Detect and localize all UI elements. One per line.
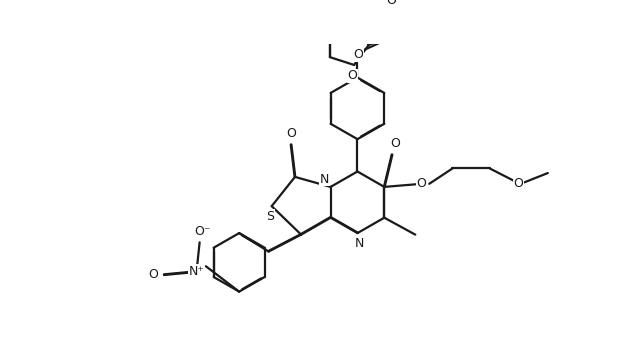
Text: N⁺: N⁺ xyxy=(189,265,205,278)
Text: O: O xyxy=(386,0,396,7)
Text: N: N xyxy=(320,173,329,186)
Text: O: O xyxy=(353,48,363,61)
Text: O⁻: O⁻ xyxy=(195,225,211,238)
Text: O: O xyxy=(286,127,296,140)
Text: S: S xyxy=(266,210,274,223)
Text: N: N xyxy=(355,237,364,250)
Text: O: O xyxy=(417,177,426,190)
Text: O: O xyxy=(390,137,400,150)
Text: O: O xyxy=(513,177,524,190)
Text: O: O xyxy=(348,69,358,82)
Text: O: O xyxy=(148,268,158,281)
